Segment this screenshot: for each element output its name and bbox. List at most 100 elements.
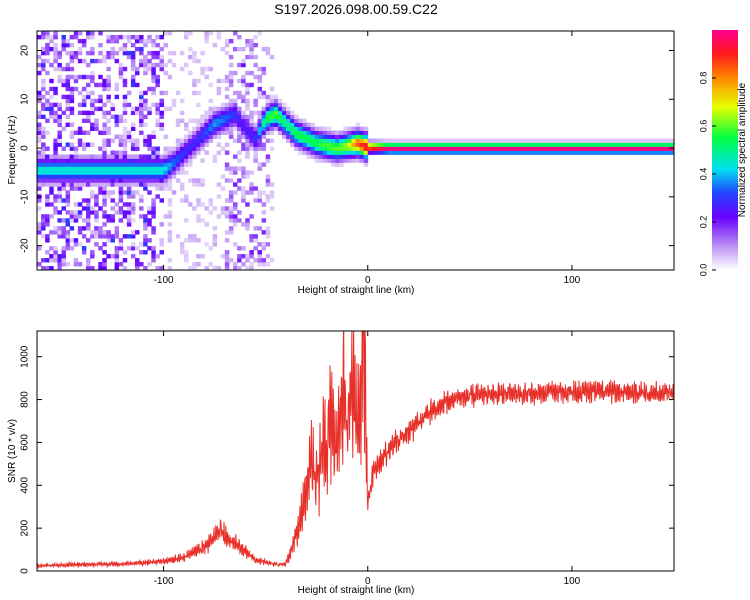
heatmap-cell (224, 74, 230, 80)
heatmap-cell (261, 106, 267, 112)
heatmap-cell (163, 182, 169, 187)
heatmap-cell (412, 150, 418, 155)
heatmap-cell (273, 94, 279, 100)
heatmap-cell (65, 98, 71, 104)
heatmap-cell (306, 146, 311, 151)
heatmap-cell (584, 138, 589, 143)
heatmap-cell (257, 126, 262, 131)
heatmap-cell (233, 206, 238, 211)
heatmap-cell (151, 258, 156, 263)
heatmap-cell (633, 146, 638, 151)
heatmap-cell (269, 54, 275, 60)
heatmap-cell (326, 134, 332, 139)
heatmap-cell (159, 114, 164, 120)
heatmap-cell (139, 62, 144, 68)
heatmap-cell (245, 218, 250, 223)
heatmap-cell (237, 94, 242, 100)
heatmap-cell (139, 46, 144, 52)
heatmap-cell (118, 186, 124, 191)
heatmap-cell (216, 194, 222, 199)
heatmap-cell (155, 182, 160, 187)
heatmap-cell (86, 206, 91, 211)
heatmap-cell (98, 50, 103, 56)
heatmap-cell (37, 166, 42, 171)
heatmap-cell (322, 138, 328, 143)
heatmap-cell (665, 142, 671, 147)
heatmap-cell (245, 266, 250, 270)
heatmap-cell (179, 138, 185, 143)
heatmap-cell (65, 230, 71, 235)
heatmap-cell (65, 78, 71, 84)
heatmap-cell (224, 50, 230, 56)
heatmap-cell (130, 58, 136, 64)
heatmap-cell (61, 254, 66, 259)
heatmap-cell (245, 150, 250, 155)
heatmap-cell (110, 166, 115, 171)
heatmap-cell (49, 178, 54, 183)
heatmap-cell (86, 262, 91, 267)
heatmap-cell (204, 126, 209, 131)
heatmap-cell (110, 46, 115, 52)
heatmap-cell (57, 166, 62, 171)
heatmap-cell (245, 202, 250, 207)
heatmap-cell (592, 142, 597, 147)
heatmap-cell (188, 238, 193, 243)
heatmap-cell (65, 234, 71, 239)
heatmap-cell (151, 130, 156, 135)
heatmap-cell (143, 106, 148, 112)
heatmap-cell (204, 122, 209, 127)
heatmap-cell (326, 126, 332, 131)
heatmap-cell (118, 246, 124, 251)
heatmap-cell (469, 138, 475, 143)
heatmap-cell (130, 126, 136, 131)
heatmap-cell (102, 150, 107, 155)
heatmap-cell (649, 142, 654, 147)
heatmap-cell (45, 194, 50, 199)
heatmap-cell (57, 170, 62, 175)
heatmap-cell (53, 146, 58, 151)
heatmap-cell (200, 138, 205, 143)
heatmap-cell (208, 122, 213, 127)
heatmap-cell (118, 190, 124, 195)
heatmap-cell (261, 258, 267, 263)
heatmap-cell (122, 42, 128, 48)
heatmap-cell (155, 42, 160, 48)
heatmap-cell (49, 106, 54, 112)
heatmap-cell (53, 206, 58, 211)
heatmap-cell (151, 230, 156, 235)
heatmap-cell (41, 166, 46, 171)
heatmap-cell (482, 138, 487, 143)
heatmap-cell (233, 262, 238, 267)
heatmap-cell (204, 34, 209, 40)
heatmap-cell (151, 154, 156, 159)
heatmap-cell (90, 174, 95, 179)
heatmap-cell (506, 150, 512, 155)
heatmap-cell (37, 98, 42, 104)
heatmap-cell (98, 234, 103, 239)
heatmap-cell (224, 122, 230, 127)
heatmap-cell (98, 31, 103, 36)
heatmap-cell (130, 82, 136, 88)
heatmap-cell (179, 250, 185, 255)
heatmap-cell (192, 118, 197, 124)
heatmap-cell (41, 62, 46, 68)
heatmap-cell (200, 134, 205, 139)
heatmap-cell (61, 158, 66, 163)
heatmap-cell (600, 142, 605, 147)
heatmap-cell (514, 142, 520, 147)
heatmap-cell (196, 178, 201, 183)
heatmap-cell (212, 126, 218, 131)
heatmap-cell (363, 146, 369, 151)
heatmap-cell (110, 106, 115, 112)
heatmap-cell (37, 150, 42, 155)
heatmap-cell (220, 254, 226, 259)
heatmap-cell (241, 118, 246, 124)
heatmap-cell (188, 118, 193, 124)
heatmap-cell (90, 34, 95, 40)
heatmap-cell (363, 158, 369, 163)
heatmap-cell (249, 214, 254, 219)
heatmap-cell (126, 54, 132, 60)
heatmap-cell (326, 158, 332, 163)
heatmap-cell (290, 122, 295, 127)
heatmap-cell (77, 214, 83, 219)
